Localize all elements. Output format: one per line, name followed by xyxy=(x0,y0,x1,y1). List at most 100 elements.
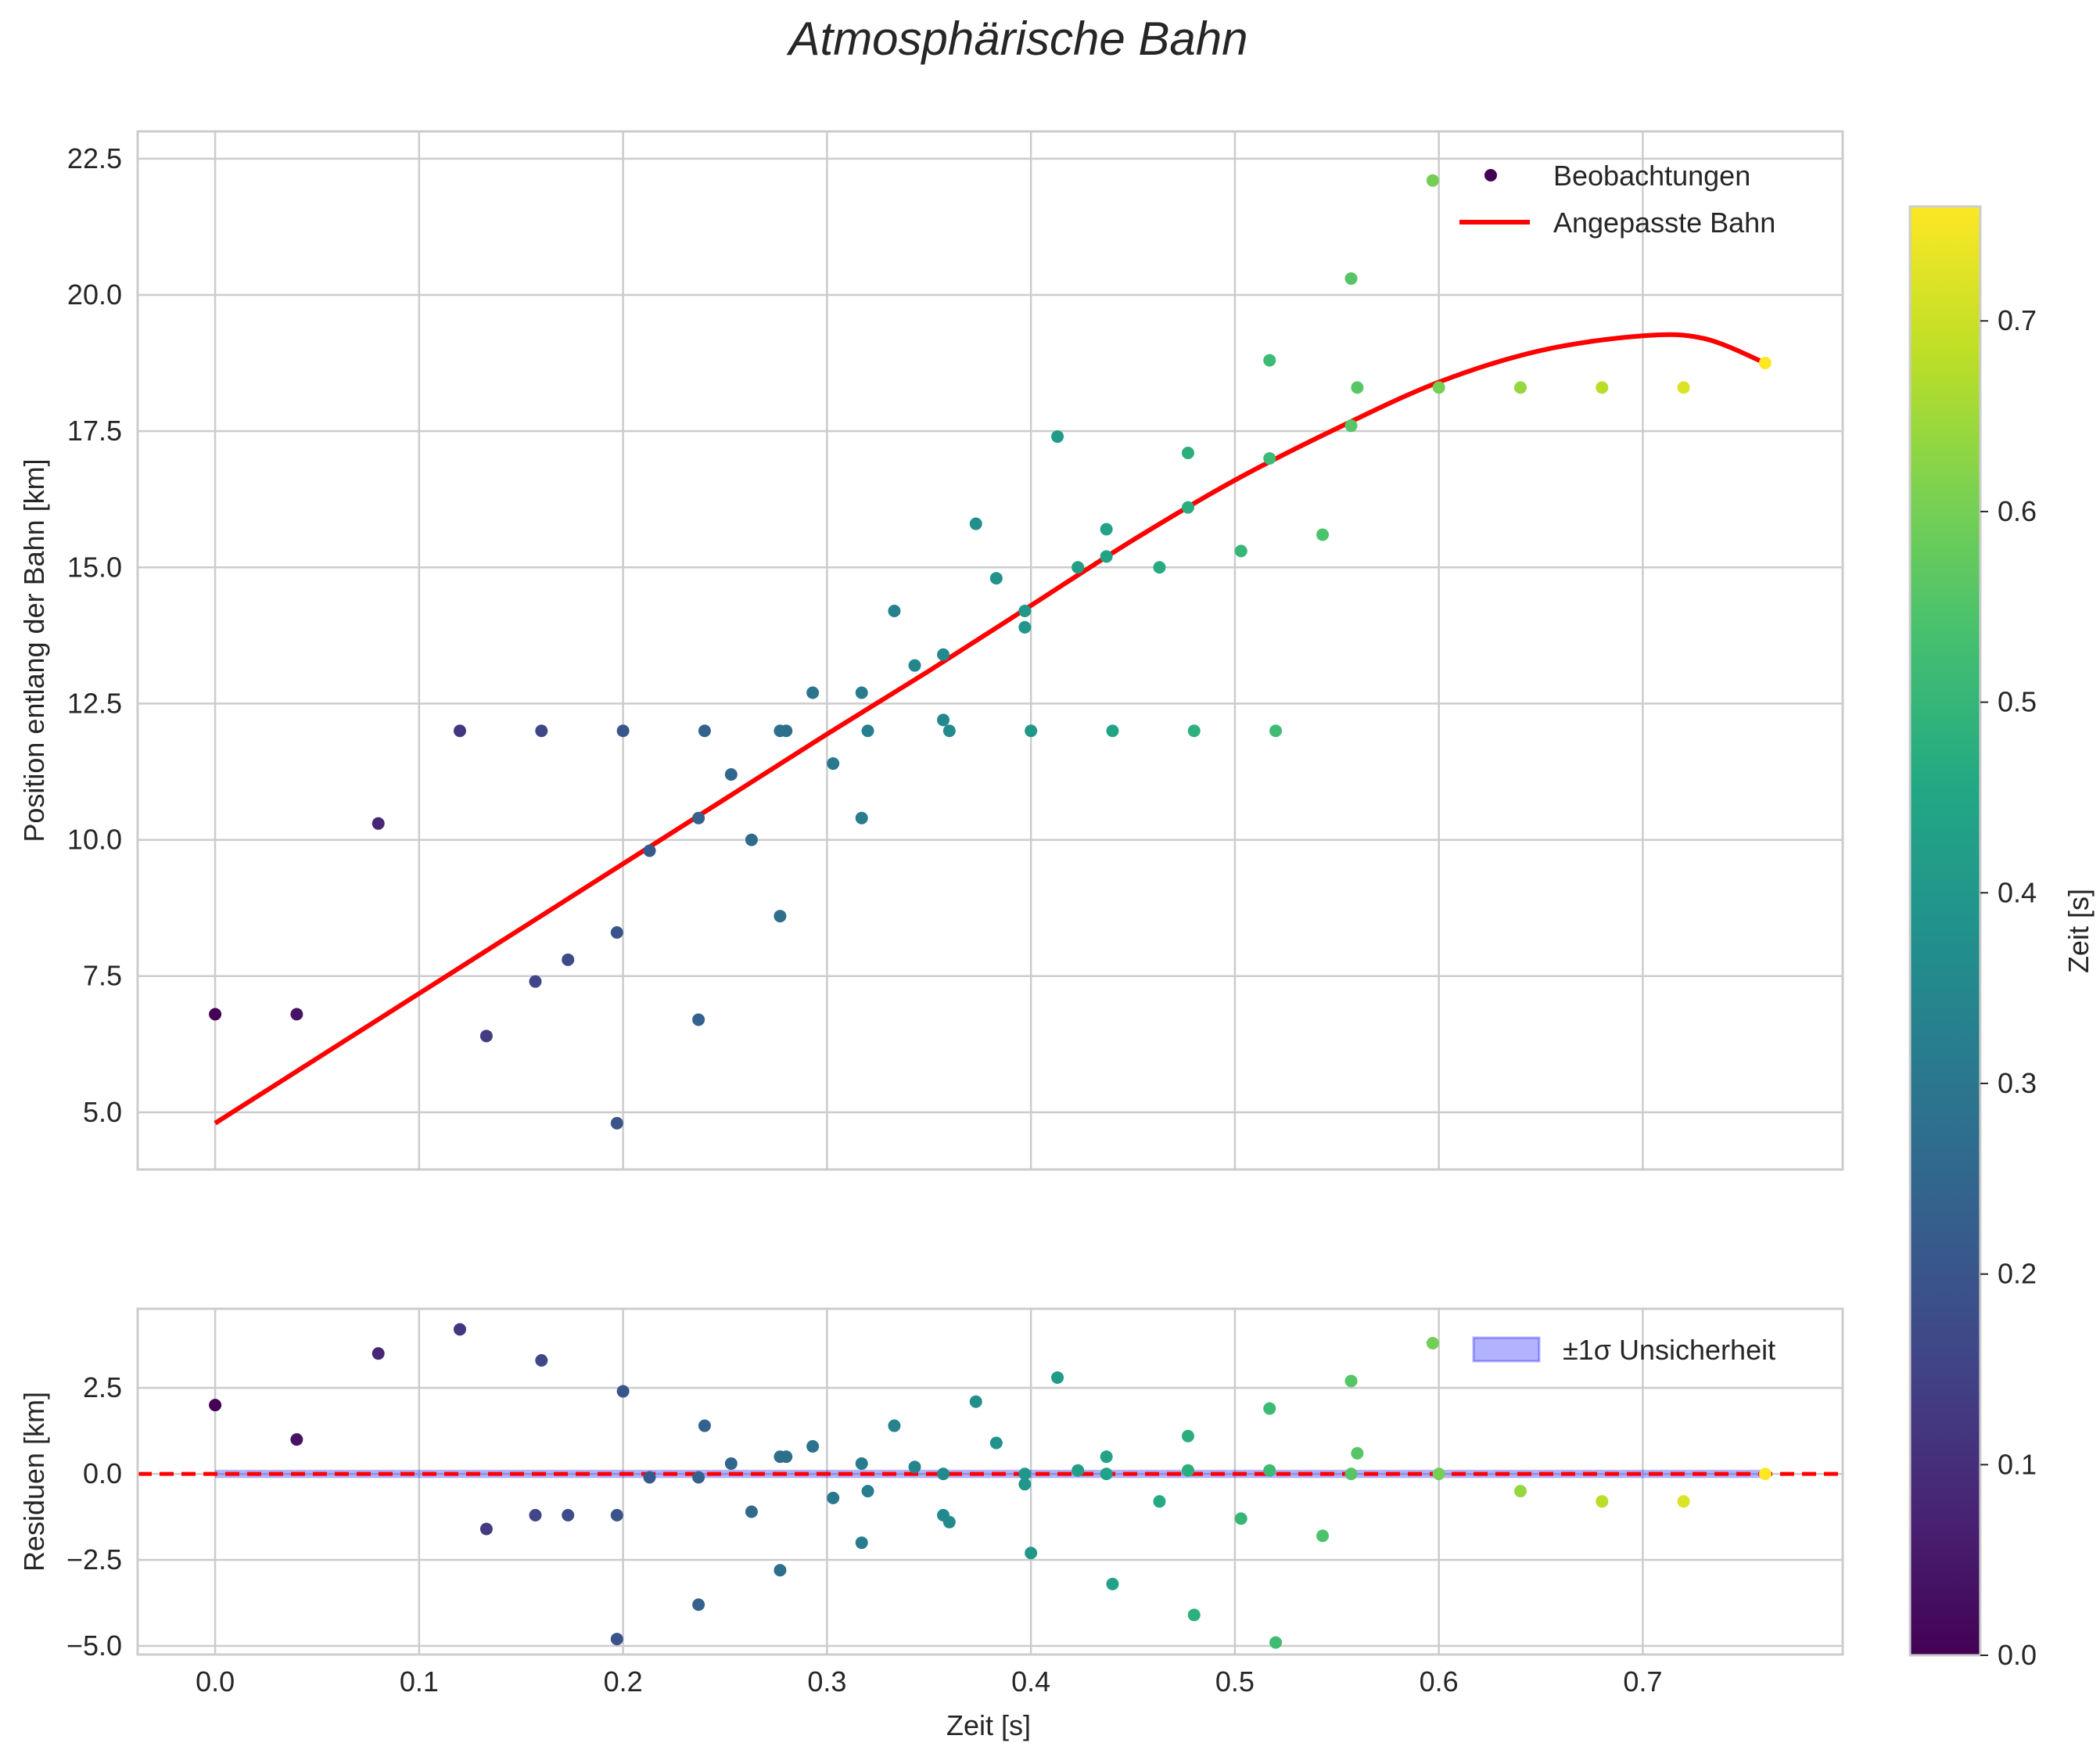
observation-point xyxy=(937,648,950,661)
observation-point xyxy=(1153,561,1166,574)
residual-point xyxy=(562,1508,575,1522)
residual-point xyxy=(529,1508,542,1522)
colorbar-tick-label: 0.3 xyxy=(1998,1067,2037,1099)
residual-point xyxy=(698,1419,711,1432)
residual-point xyxy=(1025,1547,1038,1560)
observation-point xyxy=(1018,620,1032,634)
x-tick-label: 0.4 xyxy=(1011,1665,1050,1698)
x-tick-label: 0.2 xyxy=(604,1665,643,1698)
observation-point xyxy=(692,811,705,825)
residual-point xyxy=(616,1385,630,1398)
colorbar-tick-label: 0.0 xyxy=(1998,1639,2037,1671)
residual-point xyxy=(1051,1371,1064,1384)
residual-point xyxy=(969,1395,982,1408)
observation-point xyxy=(1263,354,1276,367)
residual-points xyxy=(209,1323,1772,1649)
observation-point xyxy=(1344,272,1358,286)
residual-point xyxy=(454,1323,467,1336)
bottom-y-tick-label: −2.5 xyxy=(66,1543,122,1576)
residual-point xyxy=(1677,1495,1690,1508)
bottom-axes-frame xyxy=(136,1307,1844,1656)
residual-point xyxy=(1758,1468,1772,1481)
residual-point xyxy=(1100,1468,1113,1481)
observation-point xyxy=(1596,381,1609,394)
colorbar-tick-label: 0.2 xyxy=(1998,1258,2037,1290)
observation-point xyxy=(908,659,921,672)
colorbar-tick-label: 0.6 xyxy=(1998,495,2037,527)
top-legend: Beobachtungen Angepasste Bahn xyxy=(1459,160,1775,239)
residual-point xyxy=(1344,1374,1358,1388)
residual-point xyxy=(937,1468,950,1481)
x-tick-label: 0.7 xyxy=(1623,1665,1662,1698)
observation-point xyxy=(529,975,542,988)
residual-point xyxy=(745,1505,758,1518)
observation-point xyxy=(1106,724,1119,738)
residual-point xyxy=(724,1457,738,1470)
residual-point xyxy=(479,1522,493,1536)
residual-point xyxy=(1072,1464,1085,1477)
colorbar-tick-label: 0.1 xyxy=(1998,1448,2037,1480)
bottom-grid xyxy=(138,1309,1843,1655)
residual-point xyxy=(1153,1495,1166,1508)
observation-point xyxy=(942,724,956,738)
observation-point xyxy=(774,910,787,923)
legend-observations-marker xyxy=(1484,169,1497,181)
observation-point xyxy=(454,724,467,738)
observation-point xyxy=(1344,419,1358,433)
residual-point xyxy=(861,1485,874,1498)
top-y-tick-label: 22.5 xyxy=(67,142,122,174)
top-y-tick-label: 20.0 xyxy=(67,278,122,311)
observation-point xyxy=(535,724,548,738)
legend-observations-label: Beobachtungen xyxy=(1553,160,1750,192)
colorbar-gradient xyxy=(1908,205,1982,1657)
legend-fit-label: Angepasste Bahn xyxy=(1553,207,1775,239)
observation-point xyxy=(827,757,840,771)
residual-point xyxy=(1351,1446,1364,1460)
residual-point xyxy=(1316,1529,1330,1543)
uncertainty-band xyxy=(215,1469,1765,1479)
observation-point xyxy=(1025,724,1038,738)
observation-point xyxy=(1100,550,1113,563)
x-tick-label: 0.1 xyxy=(400,1665,439,1698)
residual-point xyxy=(888,1419,901,1432)
observation-point xyxy=(1677,381,1690,394)
top-y-tick-label: 10.0 xyxy=(67,824,122,856)
residual-point xyxy=(1181,1429,1194,1443)
bottom-x-tick-labels: 0.0 0.1 0.2 0.3 0.4 0.5 0.6 0.7 xyxy=(196,1665,1662,1698)
bottom-legend: ±1σ Unsicherheit xyxy=(1472,1334,1775,1366)
residual-point xyxy=(610,1508,623,1522)
top-y-tick-labels: 5.0 7.5 10.0 12.5 15.0 17.5 20.0 22.5 xyxy=(67,142,122,1128)
observation-point xyxy=(1181,501,1194,514)
bottom-y-axis-label: Residuen [km] xyxy=(18,1392,50,1572)
top-y-tick-label: 5.0 xyxy=(83,1096,122,1128)
residual-point xyxy=(610,1633,623,1646)
residual-point xyxy=(1018,1478,1032,1491)
x-tick-label: 0.6 xyxy=(1420,1665,1459,1698)
residual-point xyxy=(692,1598,705,1611)
observation-point xyxy=(1072,561,1085,574)
observation-point xyxy=(1351,381,1364,394)
observation-point xyxy=(969,517,982,530)
observation-point xyxy=(372,817,385,830)
observation-point xyxy=(780,724,793,738)
residual-point xyxy=(1018,1468,1032,1481)
residual-point xyxy=(209,1399,222,1412)
residual-point xyxy=(908,1461,921,1474)
observation-point xyxy=(888,604,901,617)
bottom-y-tick-labels: −5.0 −2.5 0.0 2.5 xyxy=(66,1371,122,1662)
observation-point xyxy=(1100,523,1113,536)
residual-point xyxy=(643,1471,656,1484)
colorbar-tick-labels: 0.0 0.1 0.2 0.3 0.4 0.5 0.6 0.7 xyxy=(1980,304,2037,1671)
x-axis-label: Zeit [s] xyxy=(946,1709,1031,1741)
observation-point xyxy=(937,713,950,727)
residual-point xyxy=(290,1433,303,1446)
observation-point xyxy=(1316,528,1330,541)
top-y-tick-label: 15.0 xyxy=(67,551,122,583)
residual-point xyxy=(1269,1636,1283,1649)
x-tick-label: 0.3 xyxy=(807,1665,846,1698)
bottom-y-tick-label: 2.5 xyxy=(83,1371,122,1403)
bottom-panel: −5.0−2.50.02.5 0.0 0.1 0.2 0.3 0.4 0.5 0.6 0.7 … xyxy=(18,1307,1844,1741)
observation-point xyxy=(1051,430,1064,444)
observation-point xyxy=(616,724,630,738)
